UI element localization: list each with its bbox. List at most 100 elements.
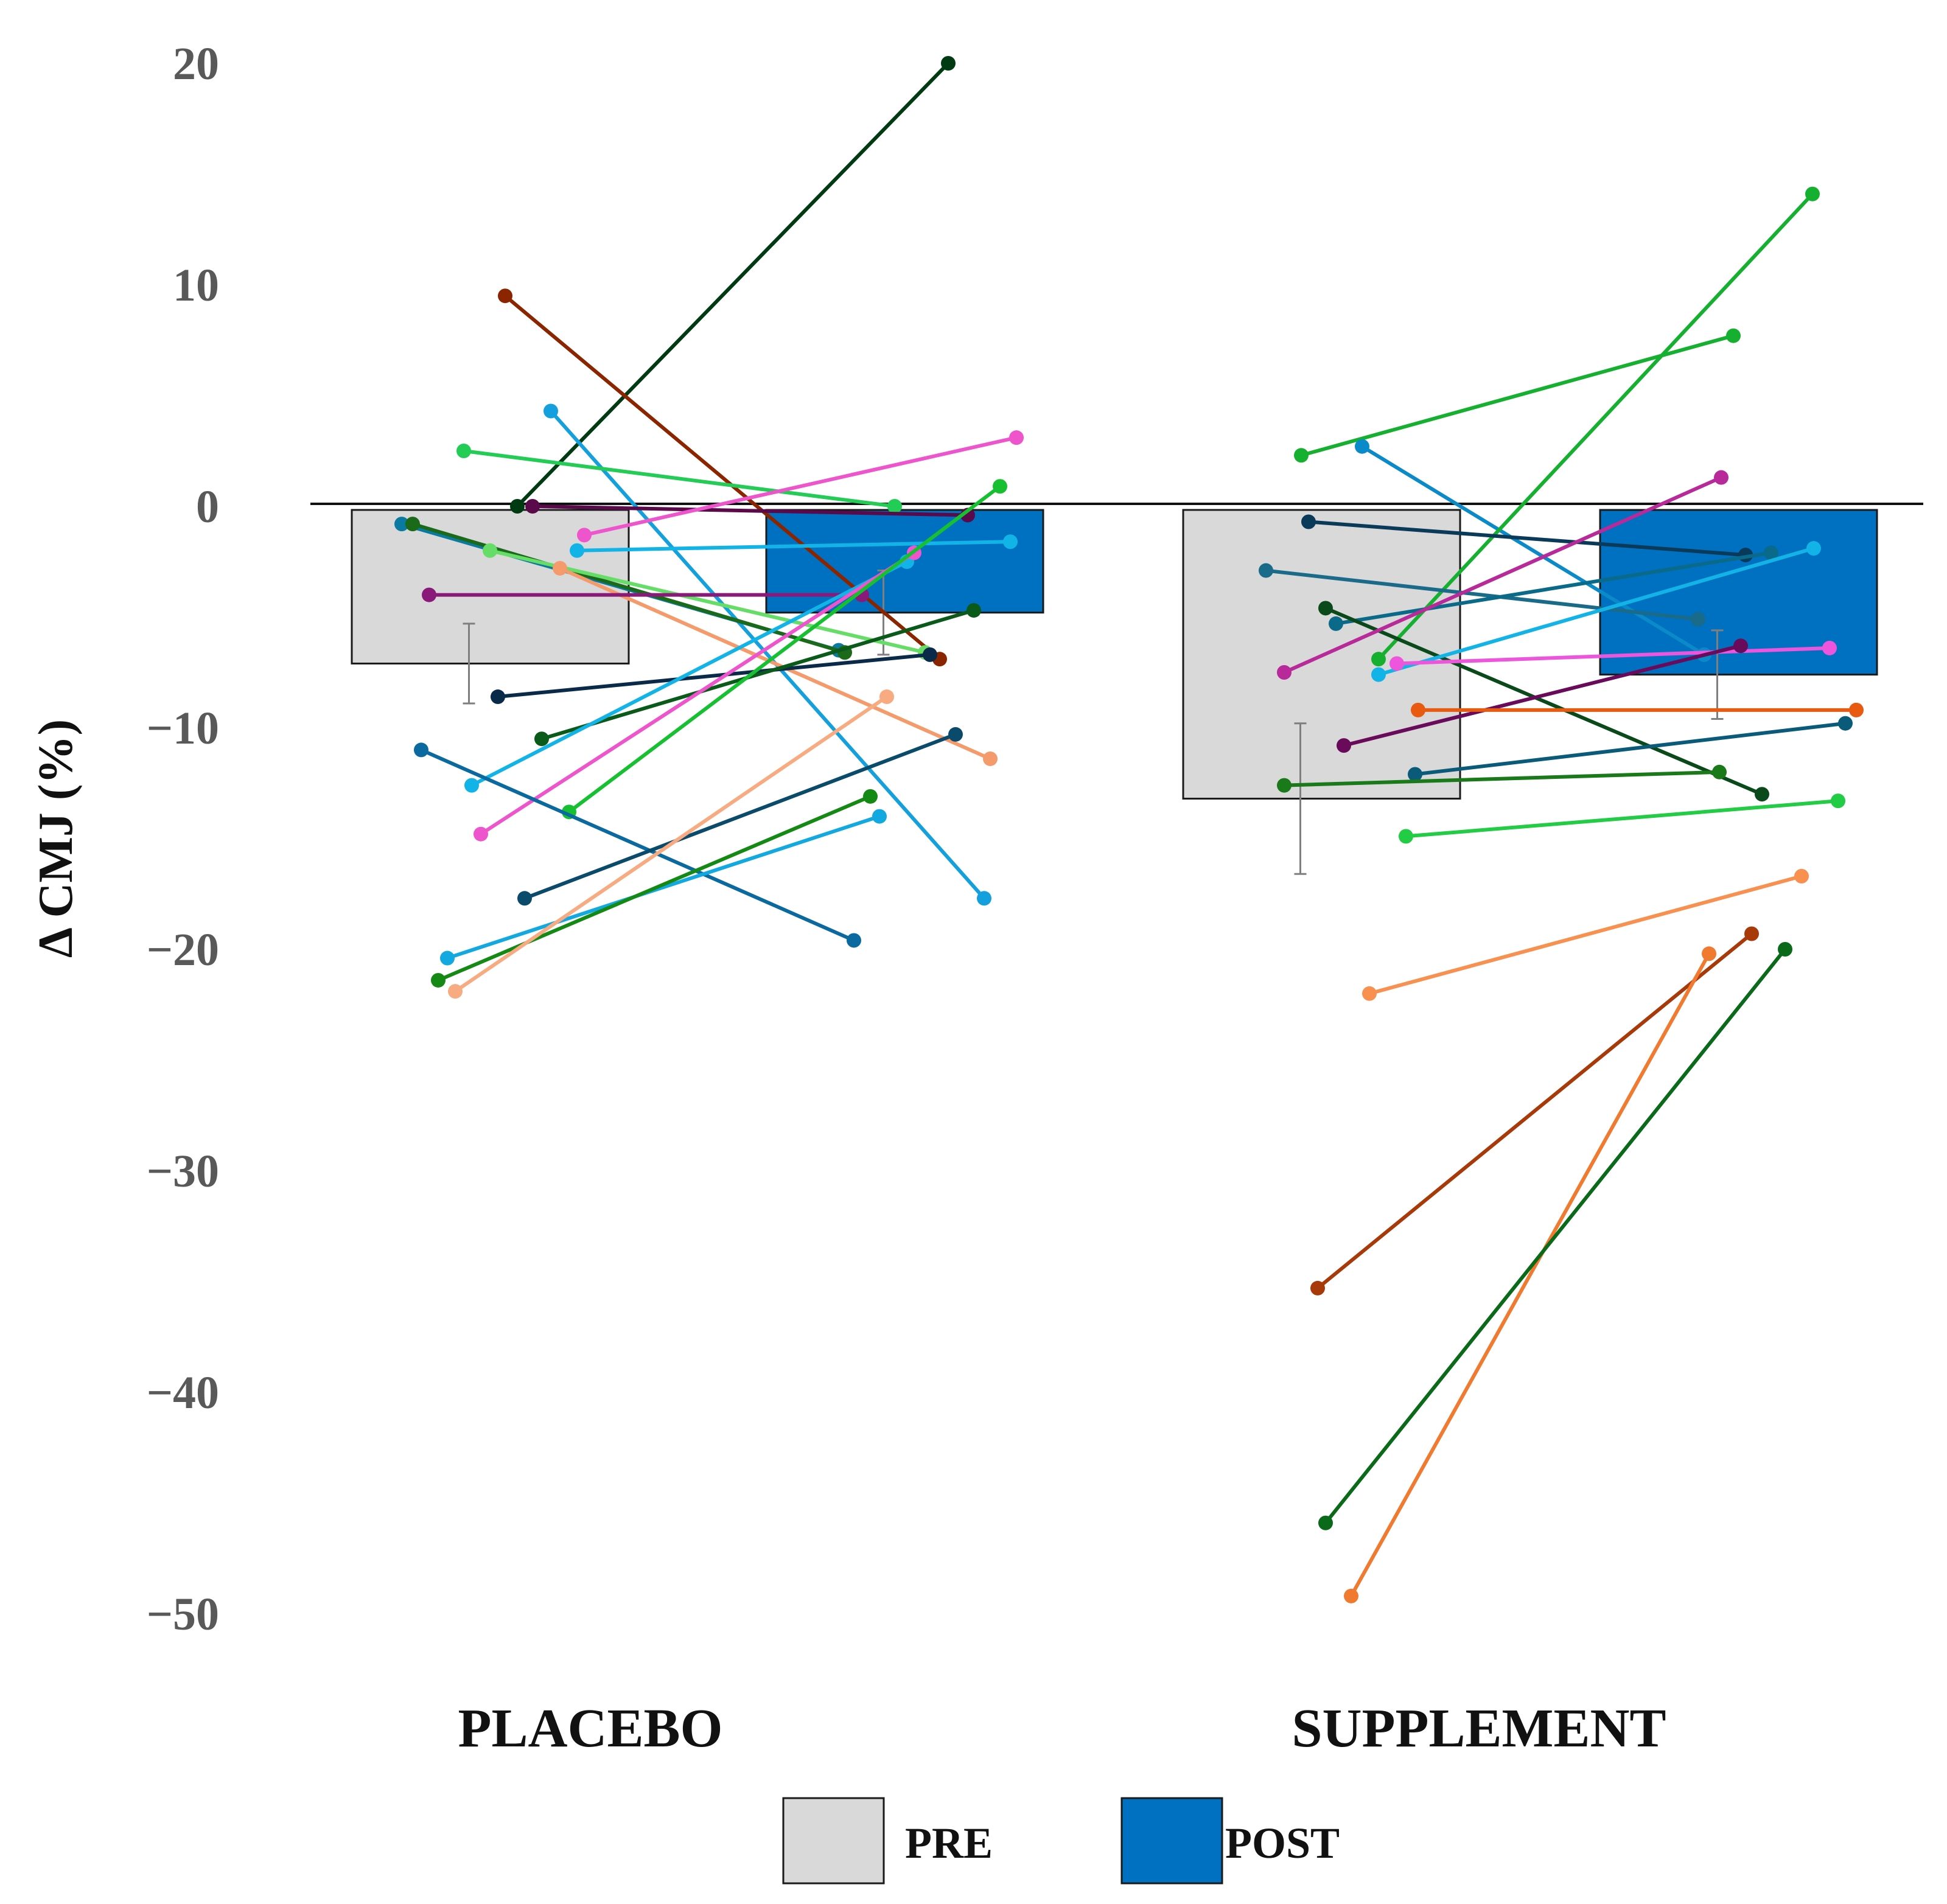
- subject-line: [1310, 926, 1759, 1295]
- subject-point-pre: [456, 444, 471, 458]
- subject-line-segment: [541, 609, 974, 741]
- subject-point-pre: [483, 543, 497, 558]
- subject-point-post: [1794, 868, 1809, 884]
- subject-point-post: [1849, 702, 1864, 717]
- subject-line-segment: [1343, 644, 1741, 748]
- subject-point-pre: [553, 560, 567, 576]
- subject-point-post: [1009, 430, 1024, 445]
- subject-line: [440, 809, 887, 966]
- subject-point-post: [1726, 328, 1741, 343]
- y-tick-label: −40: [147, 1367, 219, 1418]
- subject-point-pre: [464, 778, 479, 793]
- subject-line-segment: [1335, 551, 1772, 626]
- subject-line: [448, 689, 894, 999]
- subject-line-segment: [480, 551, 915, 836]
- y-tick-label: 20: [173, 38, 219, 89]
- subject-line: [1371, 186, 1820, 667]
- subject-line-segment: [523, 733, 957, 901]
- group-label-supplement: SUPPLEMENT: [1292, 1698, 1666, 1759]
- subject-point-pre: [1277, 778, 1292, 793]
- subject-point-pre: [474, 826, 488, 842]
- subject-line: [525, 499, 975, 523]
- subject-line-segment: [454, 695, 888, 993]
- subject-point-pre: [1371, 667, 1386, 682]
- subject-point-pre: [1329, 616, 1343, 631]
- subject-line: [1344, 946, 1716, 1603]
- subject-point-pre: [1318, 1515, 1333, 1530]
- individual-lines: [394, 56, 1864, 1603]
- subject-line: [1318, 601, 1769, 802]
- y-axis-label: Δ CMJ (%): [29, 719, 83, 958]
- subject-point-post: [1702, 946, 1716, 961]
- subject-point-pre: [1344, 1588, 1358, 1603]
- subject-point-post: [1838, 716, 1853, 731]
- subject-line: [1411, 702, 1864, 717]
- subject-point-pre: [431, 972, 446, 988]
- subject-point-post: [967, 603, 981, 618]
- subject-point-post: [1822, 640, 1837, 655]
- subject-point-post: [923, 647, 937, 662]
- y-tick-label: −30: [147, 1146, 219, 1197]
- legend-swatch-post: [1120, 1797, 1223, 1885]
- subject-line-segment: [420, 748, 855, 943]
- subject-point-post: [1806, 541, 1821, 556]
- subject-line-segment: [532, 504, 968, 517]
- subject-line: [414, 742, 861, 948]
- subject-line-segment: [437, 795, 872, 982]
- subject-point-post: [1691, 612, 1705, 627]
- subject-point-pre: [394, 517, 409, 532]
- subject-point-pre: [1389, 656, 1404, 671]
- subject-point-post: [1712, 764, 1727, 779]
- subject-point-post: [847, 933, 861, 948]
- subject-point-post: [1733, 638, 1748, 654]
- subject-point-pre: [491, 689, 505, 705]
- subject-line-segment: [559, 567, 991, 761]
- subject-point-pre: [570, 543, 584, 558]
- subject-point-post: [977, 891, 991, 906]
- subject-line-segment: [463, 449, 895, 508]
- subject-point-post: [983, 751, 998, 766]
- subject-point-pre: [544, 403, 558, 419]
- subject-point-pre: [405, 517, 420, 532]
- y-tick-label: −50: [147, 1589, 219, 1640]
- subject-point-post: [1764, 545, 1778, 560]
- subject-point-pre: [440, 950, 455, 966]
- subject-line: [1301, 514, 1753, 563]
- subject-line: [1318, 942, 1792, 1530]
- subject-point-post: [948, 727, 963, 742]
- y-tick-label: −20: [147, 924, 219, 975]
- subject-point-pre: [577, 528, 592, 543]
- subject-line: [1371, 541, 1821, 682]
- subject-line: [491, 647, 937, 705]
- subject-point-post: [879, 689, 894, 705]
- subject-point-post: [863, 789, 878, 804]
- legend: PRE POST: [782, 1797, 1340, 1885]
- group-labels: PLACEBO SUPPLEMENT: [458, 1698, 1666, 1759]
- subject-line-segment: [1414, 721, 1846, 776]
- subject-line-segment: [1324, 948, 1787, 1524]
- subject-point-post: [1778, 942, 1792, 957]
- subject-line-segment: [584, 436, 1017, 537]
- subject-point-pre: [1408, 767, 1422, 782]
- subject-point-pre: [1294, 448, 1309, 463]
- subject-point-pre: [517, 891, 532, 906]
- subject-point-pre: [1318, 601, 1333, 616]
- subject-line-segment: [1378, 546, 1814, 677]
- subject-point-pre: [448, 984, 463, 999]
- subject-point-pre: [1399, 829, 1413, 844]
- subject-line: [1337, 638, 1748, 753]
- subject-point-pre: [1337, 738, 1351, 753]
- subject-point-pre: [1259, 563, 1273, 578]
- subject-line-segment: [447, 814, 880, 960]
- subject-point-post: [1744, 926, 1759, 941]
- subject-line: [1399, 793, 1845, 844]
- subject-line: [1329, 545, 1778, 631]
- subject-line-segment: [1283, 475, 1722, 674]
- subject-line: [544, 403, 991, 906]
- subject-line-segment: [576, 540, 1011, 553]
- subject-point-pre: [534, 731, 549, 747]
- subject-line-segment: [497, 652, 931, 699]
- subject-line: [1362, 868, 1809, 1001]
- y-tick-label: 0: [196, 481, 219, 532]
- subject-line: [534, 603, 981, 747]
